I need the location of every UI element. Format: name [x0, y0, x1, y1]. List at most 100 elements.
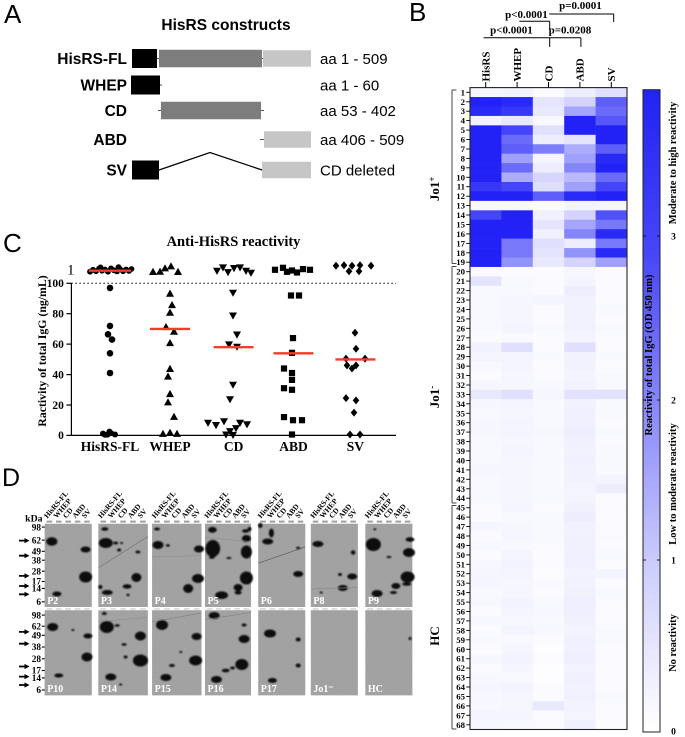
svg-text:p<0.0001: p<0.0001 [505, 9, 548, 21]
svg-text:28: 28 [32, 567, 42, 577]
svg-text:6: 6 [36, 598, 41, 608]
svg-text:P5: P5 [208, 596, 219, 607]
svg-text:7: 7 [461, 144, 466, 154]
svg-text:53: 53 [456, 578, 465, 588]
svg-text:100: 100 [47, 278, 65, 290]
svg-text:38: 38 [456, 437, 465, 447]
svg-text:p=0.0208: p=0.0208 [549, 25, 592, 37]
svg-text:0: 0 [58, 430, 64, 442]
svg-text:98: 98 [32, 611, 42, 621]
svg-text:31: 31 [456, 371, 465, 381]
svg-text:HisRS-FL: HisRS-FL [81, 439, 140, 454]
svg-text:5: 5 [461, 125, 466, 135]
svg-text:CD: CD [224, 439, 244, 454]
svg-text:CD deleted: CD deleted [320, 162, 395, 179]
svg-text:80: 80 [52, 309, 64, 321]
svg-text:38: 38 [32, 643, 42, 653]
svg-text:55: 55 [456, 597, 465, 607]
svg-text:HC: HC [427, 626, 442, 646]
svg-text:HC: HC [368, 684, 383, 695]
svg-text:47: 47 [456, 522, 465, 532]
svg-text:62: 62 [32, 622, 42, 632]
svg-text:19: 19 [456, 257, 465, 267]
svg-text:52: 52 [456, 569, 465, 579]
svg-text:No reactivity: No reactivity [668, 613, 679, 672]
svg-text:P17: P17 [261, 684, 277, 695]
svg-text:Reactivity of total IgG (OD 45: Reactivity of total IgG (OD 450 nm) [644, 274, 655, 435]
svg-text:98: 98 [32, 523, 42, 533]
svg-text:WHEP: WHEP [81, 78, 128, 95]
svg-text:44: 44 [456, 493, 465, 503]
svg-text:14: 14 [456, 210, 465, 220]
svg-text:45: 45 [456, 503, 465, 513]
svg-text:20: 20 [456, 267, 465, 277]
svg-text:56: 56 [456, 607, 465, 617]
svg-text:54: 54 [456, 588, 465, 598]
svg-text:16: 16 [456, 229, 465, 239]
svg-text:9: 9 [461, 163, 466, 173]
svg-text:29: 29 [456, 352, 465, 362]
svg-text:Moderate to high reactivity: Moderate to high reactivity [668, 101, 679, 224]
svg-text:49: 49 [32, 632, 42, 642]
svg-text:Low to moderate reactivity: Low to moderate reactivity [668, 423, 679, 545]
svg-text:13: 13 [456, 201, 465, 211]
svg-text:14: 14 [32, 585, 42, 595]
svg-text:Jo1⁻: Jo1⁻ [313, 684, 333, 695]
svg-text:60: 60 [52, 339, 64, 351]
svg-text:Jo1+: Jo1+ [427, 176, 442, 201]
svg-text:SV: SV [606, 67, 618, 81]
svg-text:36: 36 [456, 418, 465, 428]
svg-text:43: 43 [456, 484, 465, 494]
svg-text:14: 14 [32, 674, 42, 684]
svg-text:ABD: ABD [575, 58, 587, 81]
svg-text:40: 40 [456, 456, 465, 466]
svg-text:63: 63 [456, 673, 465, 683]
svg-text:Ractivity of total IgG (ng/mL): Ractivity of total IgG (ng/mL) [35, 275, 49, 426]
svg-text:4: 4 [461, 116, 466, 126]
svg-text:Jo1-: Jo1- [427, 386, 442, 409]
svg-text:51: 51 [456, 559, 465, 569]
svg-text:20: 20 [52, 400, 64, 412]
svg-text:62: 62 [32, 536, 42, 546]
svg-text:64: 64 [456, 682, 465, 692]
svg-text:11: 11 [457, 182, 465, 192]
svg-text:aa 53 - 402: aa 53 - 402 [320, 103, 396, 120]
svg-text:CD: CD [105, 103, 127, 120]
svg-text:P2: P2 [47, 596, 58, 607]
svg-text:P9: P9 [368, 596, 379, 607]
svg-text:50: 50 [456, 550, 465, 560]
svg-text:WHEP: WHEP [149, 439, 190, 454]
svg-text:66: 66 [456, 701, 465, 711]
svg-text:1: 1 [67, 263, 75, 279]
svg-text:57: 57 [456, 616, 465, 626]
svg-text:8: 8 [461, 153, 466, 163]
svg-text:42: 42 [456, 474, 465, 484]
svg-text:65: 65 [456, 692, 465, 702]
svg-text:P8: P8 [313, 596, 324, 607]
svg-text:49: 49 [32, 548, 42, 558]
svg-text:10: 10 [456, 172, 465, 182]
svg-text:2: 2 [671, 397, 676, 407]
svg-text:aa 1 - 509: aa 1 - 509 [320, 51, 388, 68]
svg-text:23: 23 [456, 295, 465, 305]
svg-text:67: 67 [456, 710, 465, 720]
svg-text:1: 1 [671, 557, 676, 567]
svg-text:3: 3 [461, 106, 466, 116]
svg-text:3: 3 [671, 233, 676, 243]
svg-text:aa 1 - 60: aa 1 - 60 [320, 77, 379, 94]
svg-text:46: 46 [456, 512, 465, 522]
svg-text:59: 59 [456, 635, 465, 645]
svg-text:60: 60 [456, 644, 465, 654]
svg-text:21: 21 [456, 276, 465, 286]
svg-text:P6: P6 [261, 596, 272, 607]
svg-text:68: 68 [456, 720, 465, 730]
svg-text:6: 6 [36, 686, 41, 696]
svg-text:SV: SV [106, 163, 127, 180]
svg-text:P4: P4 [155, 596, 166, 607]
svg-text:HisRS: HisRS [481, 52, 493, 82]
svg-text:ABD: ABD [93, 132, 127, 149]
svg-text:Anti-HisRS reactivity: Anti-HisRS reactivity [167, 234, 302, 250]
svg-text:SV: SV [347, 439, 365, 454]
svg-text:HisRS constructs: HisRS constructs [161, 17, 290, 34]
svg-text:15: 15 [456, 220, 465, 230]
